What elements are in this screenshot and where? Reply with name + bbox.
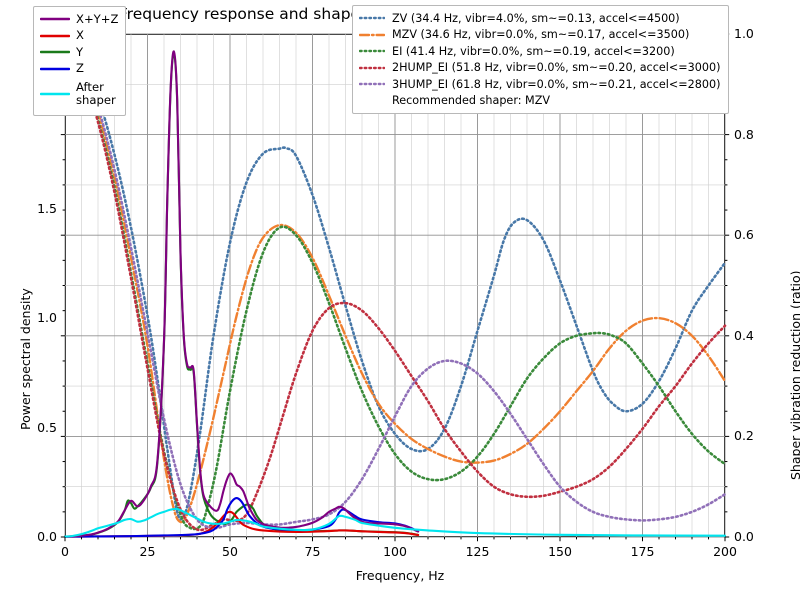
- legend-item-label: EI (41.4 Hz, vibr=0.0%, sm~=0.19, accel<…: [392, 44, 675, 58]
- legend-line-swatch: [40, 45, 70, 59]
- legend-item-label: ZV (34.4 Hz, vibr=4.0%, sm~=0.13, accel<…: [392, 11, 680, 25]
- legend-item-z[interactable]: Z: [40, 61, 118, 78]
- shaper-curve-2hump_ei: [63, 32, 727, 532]
- legend-line-swatch: [359, 11, 385, 25]
- y-right-tick-label: 0.2: [734, 428, 754, 444]
- legend-item-mzv[interactable]: MZV (34.6 Hz, vibr=0.0%, sm~=0.17, accel…: [359, 27, 720, 44]
- legend-item-label: X: [76, 28, 84, 43]
- psd-curve-x-y-z: [63, 50, 420, 538]
- legend-line-swatch: [40, 12, 70, 26]
- legend-item-3hump_ei[interactable]: 3HUMP_EI (61.8 Hz, vibr=0.0%, sm~=0.21, …: [359, 76, 720, 93]
- x-tick-label: 100: [383, 544, 407, 559]
- y-right-tick-label: 0.8: [734, 126, 754, 142]
- legend-item-2hump_ei[interactable]: 2HUMP_EI (51.8 Hz, vibr=0.0%, sm~=0.20, …: [359, 60, 720, 77]
- x-tick-label: 50: [222, 544, 238, 559]
- x-axis-label: Frequency, Hz: [355, 568, 445, 583]
- legend-shapers: ZV (34.4 Hz, vibr=4.0%, sm~=0.13, accel<…: [352, 5, 730, 114]
- x-tick-label: 200: [713, 544, 737, 559]
- legend-item-label: Y: [76, 44, 84, 59]
- y-left-tick-label: 0.0: [37, 529, 57, 544]
- legend-line-swatch: [40, 87, 70, 101]
- legend-line-swatch: [40, 29, 70, 43]
- plot-area: [60, 32, 730, 542]
- legend-item-x+y+z[interactable]: X+Y+Z: [40, 11, 118, 28]
- x-tick-label: 75: [304, 544, 321, 559]
- legend-item-after-shaper[interactable]: After shaper: [40, 77, 118, 110]
- legend-item-label: Z: [76, 61, 84, 76]
- y-left-tick-label: 1.5: [37, 200, 57, 216]
- legend-item-label: X+Y+Z: [76, 11, 119, 26]
- shaper-curve-3hump_ei: [63, 32, 727, 530]
- legend-psd: X+Y+Z X Y Z After shaper: [33, 6, 127, 116]
- legend-line-swatch: [40, 62, 70, 76]
- legend-line-swatch: [359, 61, 385, 75]
- shaper-curves-layer: [63, 32, 727, 532]
- legend-line-swatch: [359, 44, 385, 58]
- psd-curve-z: [63, 497, 420, 538]
- y-left-tick-label: 1.0: [37, 310, 57, 326]
- y-right-tick-label: 0.4: [734, 327, 754, 343]
- y-right-tick-label: 1.0: [734, 26, 754, 41]
- legend-item-zv[interactable]: ZV (34.4 Hz, vibr=4.0%, sm~=0.13, accel<…: [359, 10, 720, 27]
- legend-line-swatch: [359, 77, 385, 91]
- shaper-curve-zv: [63, 32, 727, 521]
- x-tick-label: 150: [548, 544, 572, 559]
- x-tick-label: 25: [139, 544, 156, 559]
- shaper-curve-mzv: [63, 32, 727, 524]
- psd-curves-layer: [63, 50, 727, 538]
- recommended-shaper-note: Recommended shaper: MZV: [392, 93, 551, 107]
- legend-item-label: After shaper: [76, 79, 116, 107]
- y-right-tick-label: 0.0: [734, 529, 754, 544]
- legend-line-swatch: [359, 28, 385, 42]
- legend-item-label: MZV (34.6 Hz, vibr=0.0%, sm~=0.17, accel…: [392, 28, 690, 42]
- legend-item-y[interactable]: Y: [40, 44, 118, 61]
- legend-item-label: 3HUMP_EI (61.8 Hz, vibr=0.0%, sm~=0.21, …: [392, 77, 721, 91]
- y-axis-right-label: Shaper vibration reduction (ratio): [788, 270, 800, 480]
- x-tick-label: 0: [61, 544, 69, 559]
- legend-item-label: 2HUMP_EI (51.8 Hz, vibr=0.0%, sm~=0.20, …: [392, 61, 721, 75]
- grid-layer: [64, 33, 726, 538]
- y-left-tick-label: 0.5: [37, 419, 57, 435]
- legend-item-x[interactable]: X: [40, 28, 118, 45]
- psd-curve-after-shaper: [63, 507, 727, 538]
- x-tick-label: 125: [465, 544, 490, 559]
- legend-item-ei[interactable]: EI (41.4 Hz, vibr=0.0%, sm~=0.19, accel<…: [359, 43, 720, 60]
- y-right-tick-label: 0.6: [734, 227, 754, 243]
- x-tick-label: 175: [630, 544, 655, 559]
